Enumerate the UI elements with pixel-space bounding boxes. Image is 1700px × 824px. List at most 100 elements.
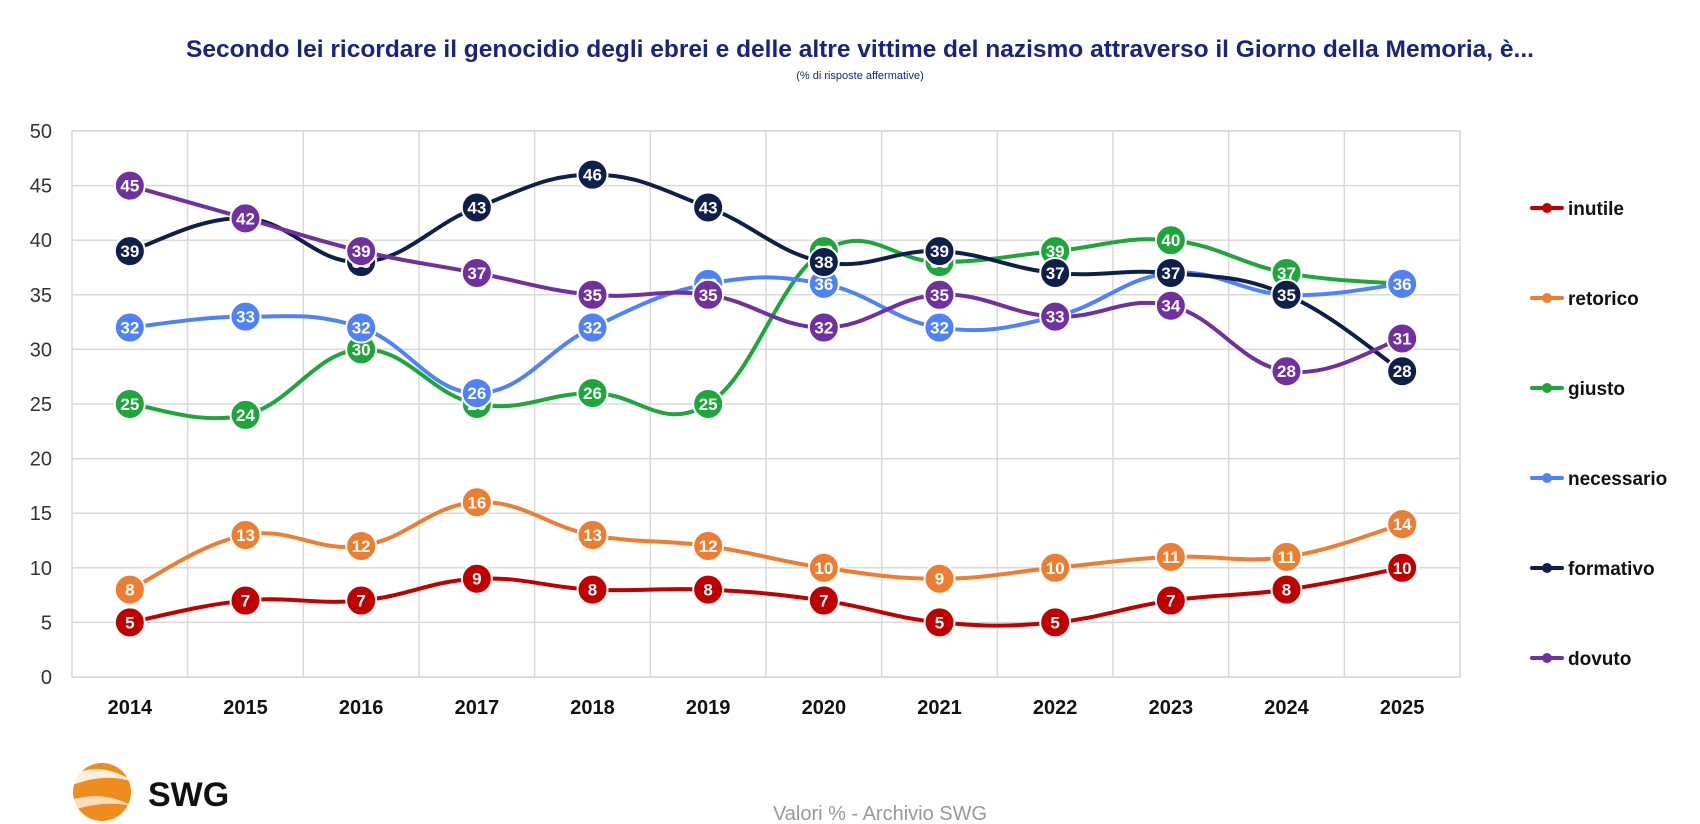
swg-logo: SWG bbox=[68, 763, 229, 821]
data-label-giusto: 25 bbox=[699, 395, 718, 414]
data-label-retorico: 10 bbox=[1046, 559, 1065, 578]
data-label-formativo: 37 bbox=[1161, 264, 1180, 283]
logo-swoosh-icon bbox=[68, 769, 134, 786]
data-label-retorico: 16 bbox=[467, 493, 486, 512]
data-label-formativo: 46 bbox=[583, 166, 602, 185]
data-point-inutile bbox=[576, 573, 609, 606]
data-label-retorico: 13 bbox=[583, 526, 602, 545]
data-point-retorico bbox=[1386, 508, 1419, 541]
data-label-retorico: 13 bbox=[236, 526, 255, 545]
data-point-inutile bbox=[113, 606, 146, 639]
data-point-necessario bbox=[1386, 267, 1419, 300]
x-axis: 2014 2015 2016 2017 2018 2019 2020 2021 2022 2023… bbox=[108, 697, 1425, 719]
data-label-necessario: 32 bbox=[930, 319, 949, 338]
data-label-inutile: 7 bbox=[819, 592, 828, 611]
x-tick-label: 2025 bbox=[1380, 697, 1425, 719]
data-label-retorico: 9 bbox=[935, 570, 944, 589]
legend-label-giusto: giusto bbox=[1568, 379, 1625, 400]
data-point-formativo bbox=[1270, 278, 1303, 311]
data-label-dovuto: 35 bbox=[699, 286, 718, 305]
x-tick-label: 2023 bbox=[1149, 697, 1194, 719]
data-point-retorico bbox=[807, 551, 840, 584]
y-tick-label: 50 bbox=[30, 121, 52, 143]
data-label-formativo: 39 bbox=[120, 242, 139, 261]
data-point-retorico bbox=[113, 573, 146, 606]
data-label-giusto: 26 bbox=[583, 384, 602, 403]
data-point-giusto bbox=[692, 388, 725, 420]
data-label-retorico: 14 bbox=[1393, 515, 1412, 534]
legend: inutile retorico giusto necessario formativo… bbox=[1530, 199, 1667, 670]
data-point-retorico bbox=[576, 519, 609, 552]
data-point-inutile bbox=[1270, 573, 1303, 606]
y-tick-label: 0 bbox=[41, 667, 52, 689]
data-point-formativo bbox=[113, 235, 146, 268]
legend-label-necessario: necessario bbox=[1568, 469, 1667, 490]
data-label-giusto: 37 bbox=[1277, 264, 1296, 283]
data-point-dovuto bbox=[1386, 322, 1419, 355]
data-label-formativo: 43 bbox=[699, 198, 718, 217]
data-point-necessario bbox=[923, 311, 956, 344]
data-point-giusto bbox=[113, 388, 146, 420]
data-label-dovuto: 31 bbox=[1393, 329, 1412, 348]
data-label-formativo: 35 bbox=[1277, 286, 1296, 305]
data-label-inutile: 7 bbox=[1166, 592, 1175, 611]
data-label-inutile: 10 bbox=[1393, 559, 1412, 578]
data-label-retorico: 11 bbox=[1162, 548, 1180, 567]
data-label-inutile: 8 bbox=[1282, 581, 1291, 600]
data-label-dovuto: 39 bbox=[352, 242, 371, 261]
data-label-dovuto: 33 bbox=[1046, 308, 1065, 327]
data-label-retorico: 12 bbox=[699, 537, 718, 556]
data-point-inutile bbox=[460, 562, 493, 595]
data-label-retorico: 12 bbox=[352, 537, 371, 556]
source-note: Valori % - Archivio SWG bbox=[773, 803, 987, 824]
data-point-necessario bbox=[229, 300, 262, 333]
data-point-inutile bbox=[1039, 606, 1072, 639]
legend-label-retorico: retorico bbox=[1568, 289, 1639, 310]
data-label-necessario: 32 bbox=[583, 319, 602, 338]
x-tick-label: 2016 bbox=[339, 697, 384, 719]
data-point-giusto bbox=[1154, 224, 1187, 257]
y-tick-label: 20 bbox=[30, 449, 52, 471]
data-point-formativo bbox=[460, 191, 493, 224]
data-point-inutile bbox=[923, 606, 956, 639]
data-point-retorico bbox=[1039, 551, 1072, 584]
data-point-dovuto bbox=[1270, 355, 1303, 388]
data-point-dovuto bbox=[229, 202, 262, 235]
data-point-necessario bbox=[576, 311, 609, 344]
data-point-retorico bbox=[1270, 540, 1303, 573]
legend-marker-necessario bbox=[1542, 473, 1552, 483]
data-label-inutile: 5 bbox=[935, 613, 944, 632]
data-label-inutile: 5 bbox=[125, 613, 134, 632]
data-label-formativo: 28 bbox=[1393, 362, 1412, 381]
logo-text: SWG bbox=[148, 776, 229, 814]
data-point-retorico bbox=[345, 529, 378, 562]
data-point-formativo bbox=[1386, 355, 1419, 388]
y-tick-label: 10 bbox=[30, 558, 52, 580]
x-tick-label: 2014 bbox=[108, 697, 153, 719]
data-point-dovuto bbox=[576, 278, 609, 311]
data-label-retorico: 8 bbox=[125, 581, 134, 600]
data-point-retorico bbox=[692, 529, 725, 562]
y-tick-label: 15 bbox=[30, 503, 52, 525]
legend-marker-giusto bbox=[1542, 383, 1552, 393]
data-label-formativo: 43 bbox=[467, 198, 486, 217]
x-tick-label: 2022 bbox=[1033, 697, 1078, 719]
chart-title: Secondo lei ricordare il genocidio degli… bbox=[186, 36, 1534, 63]
data-label-dovuto: 45 bbox=[120, 177, 139, 196]
data-label-giusto: 25 bbox=[120, 395, 139, 414]
data-point-inutile bbox=[692, 573, 725, 606]
data-label-necessario: 33 bbox=[236, 308, 255, 327]
data-label-inutile: 7 bbox=[356, 592, 365, 611]
chart-subtitle: (% di risposte affermative) bbox=[796, 70, 924, 82]
x-tick-label: 2018 bbox=[570, 697, 615, 719]
data-label-retorico: 11 bbox=[1278, 548, 1296, 567]
data-point-dovuto bbox=[1154, 289, 1187, 322]
data-point-formativo bbox=[1039, 256, 1072, 289]
data-label-inutile: 9 bbox=[472, 570, 481, 589]
data-label-dovuto: 35 bbox=[930, 286, 949, 305]
x-tick-label: 2017 bbox=[455, 697, 500, 719]
y-tick-label: 25 bbox=[30, 394, 52, 416]
data-label-dovuto: 35 bbox=[583, 286, 602, 305]
data-label-dovuto: 34 bbox=[1161, 297, 1180, 316]
